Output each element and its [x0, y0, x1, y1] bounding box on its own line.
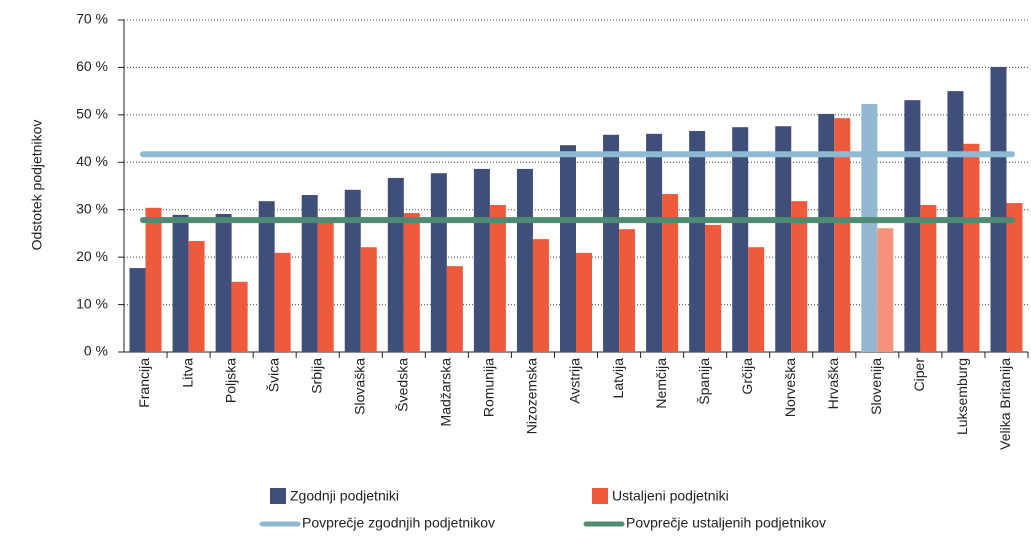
y-axis-label: Odstotek podjetnikov [29, 120, 45, 251]
bar [920, 204, 937, 352]
bar [732, 127, 749, 352]
bar [360, 247, 377, 352]
x-tick-label: Švedska [395, 358, 411, 412]
bar [172, 214, 189, 352]
x-tick-label: Latvija [610, 358, 626, 399]
bar [775, 126, 792, 353]
x-tick-label: Litva [179, 358, 195, 388]
y-tick-label: 40 % [76, 153, 108, 169]
bar [446, 266, 463, 352]
x-tick-label: Slovaška [351, 358, 367, 415]
x-tick-label: Poljska [222, 358, 238, 403]
y-tick-label: 60 % [76, 58, 108, 74]
bar [231, 281, 248, 352]
x-tick-label: Luksemburg [954, 358, 970, 435]
x-tick-label: Hrvaška [825, 358, 841, 410]
x-tick-label: Francija [136, 358, 152, 408]
y-tick-label: 20 % [76, 248, 108, 264]
bar [344, 189, 361, 352]
legend-label: Zgodnji podjetniki [290, 488, 399, 504]
y-tick-label: 30 % [76, 200, 108, 216]
y-tick-label: 70 % [76, 11, 108, 27]
bar [274, 252, 291, 352]
bar [705, 224, 722, 352]
x-tick-label: Nemčija [653, 358, 669, 409]
bar [748, 247, 765, 352]
bar [791, 201, 808, 352]
bar [662, 194, 679, 352]
bar [516, 168, 533, 352]
bar [145, 207, 162, 352]
bar [818, 113, 835, 352]
bar [877, 228, 894, 352]
bar [1006, 203, 1023, 352]
bar [861, 103, 878, 352]
legend-swatch [592, 488, 608, 504]
bar [646, 133, 663, 352]
bar [258, 201, 275, 352]
bar [532, 239, 549, 352]
x-tick-label: Norveška [782, 358, 798, 417]
x-tick-label: Nizozemska [524, 358, 540, 434]
x-tick-label: Avstrija [567, 358, 583, 404]
bar [387, 177, 404, 352]
bar [560, 145, 576, 352]
bar [430, 173, 447, 352]
bar [301, 195, 318, 352]
bar [904, 100, 921, 352]
bar [963, 143, 980, 352]
bar [603, 134, 620, 352]
bar [403, 213, 420, 352]
y-tick-label: 10 % [76, 295, 108, 311]
legend-label: Povprečje ustaljenih podjetnikov [626, 515, 826, 531]
x-tick-label: Španija [696, 358, 712, 405]
bar [990, 66, 1007, 352]
x-tick-label: Slovenija [868, 358, 884, 415]
x-tick-label: Romunija [481, 358, 497, 417]
bar [317, 222, 334, 352]
x-tick-label: Ciper [911, 358, 927, 392]
bar [489, 204, 506, 352]
bar [619, 229, 636, 352]
legend-swatch [270, 488, 286, 504]
x-tick-label: Švica [265, 358, 281, 392]
y-tick-label: 50 % [76, 106, 108, 122]
legend-label: Ustaljeni podjetniki [612, 488, 729, 504]
bar [188, 241, 205, 352]
y-tick-label: 0 % [84, 343, 108, 359]
x-tick-label: Velika Britanija [997, 358, 1013, 450]
x-tick-label: Srbija [308, 358, 324, 394]
legend-label: Povprečje zgodnjih podjetnikov [302, 515, 495, 531]
bar [129, 268, 146, 352]
bar [473, 168, 490, 352]
bar [689, 130, 706, 352]
bar [834, 118, 851, 352]
bar [576, 252, 592, 352]
x-tick-label: Madžarska [438, 358, 454, 427]
x-tick-label: Grčija [739, 358, 755, 395]
bar [215, 213, 232, 352]
